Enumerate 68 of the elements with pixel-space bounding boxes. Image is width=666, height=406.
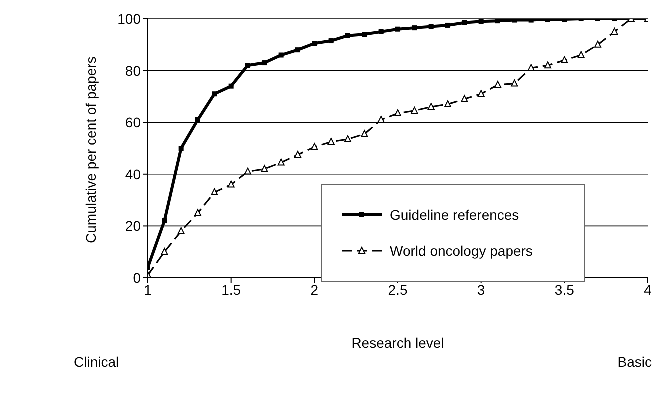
- point: [461, 95, 468, 102]
- point: [178, 227, 185, 234]
- point: [396, 26, 400, 32]
- point: [378, 116, 385, 124]
- point: [362, 32, 368, 38]
- point: [312, 41, 318, 46]
- x-tick-label: 1: [144, 282, 152, 298]
- y-tick-label: 20: [125, 218, 142, 234]
- point: [278, 52, 284, 58]
- point: [611, 28, 618, 35]
- x-tick-label: 1.5: [222, 282, 242, 298]
- point: [196, 118, 200, 123]
- point: [411, 106, 418, 114]
- point: [428, 103, 435, 110]
- point: [311, 143, 318, 150]
- point: [212, 92, 218, 97]
- point: [496, 19, 500, 24]
- legend-label: World oncology papers: [390, 242, 533, 261]
- point: [211, 188, 218, 196]
- text: Basic: [618, 354, 652, 370]
- point: [262, 60, 268, 66]
- point: [228, 84, 234, 89]
- text: Clinical: [74, 354, 120, 370]
- point: [444, 100, 452, 108]
- point: [261, 165, 268, 172]
- point: [162, 218, 168, 224]
- point: [478, 90, 485, 98]
- point: [346, 33, 350, 38]
- point: [228, 180, 235, 188]
- x-tick-label: 4: [644, 282, 652, 298]
- point: [478, 19, 484, 24]
- x-tick-label: 2.5: [388, 282, 408, 298]
- point: [278, 158, 285, 166]
- point: [296, 48, 300, 53]
- point: [344, 135, 352, 142]
- y-tick-label: 40: [125, 166, 142, 182]
- point: [462, 20, 468, 26]
- point: [446, 22, 450, 28]
- point: [244, 168, 252, 175]
- point: [544, 62, 552, 69]
- point: [511, 80, 518, 87]
- point: [246, 63, 250, 68]
- point: [412, 26, 418, 31]
- point: [578, 51, 585, 58]
- point: [394, 110, 402, 117]
- point: [561, 56, 568, 64]
- point: [594, 40, 602, 48]
- point: [194, 209, 202, 216]
- point: [361, 130, 368, 138]
- y-tick-label: 100: [118, 10, 142, 27]
- legend-label: Guideline references: [390, 206, 520, 225]
- point: [494, 81, 502, 88]
- y-axis-title: Cumulative per cent of papers: [82, 56, 99, 244]
- point: [328, 38, 334, 44]
- x-axis-title: Research level: [352, 335, 444, 351]
- y-tick-label: 0: [133, 270, 142, 286]
- point: [178, 146, 184, 151]
- point: [294, 150, 302, 158]
- point: [328, 138, 335, 146]
- y-tick-label: 60: [125, 114, 142, 131]
- x-tick-label: 3.5: [554, 282, 575, 298]
- x-tick-label: 3: [477, 282, 486, 298]
- x-tick-label: 2: [310, 282, 319, 298]
- y-tick-label: 80: [125, 62, 142, 79]
- point: [528, 64, 535, 72]
- point: [378, 29, 384, 34]
- point: [428, 24, 434, 30]
- point: [161, 248, 168, 256]
